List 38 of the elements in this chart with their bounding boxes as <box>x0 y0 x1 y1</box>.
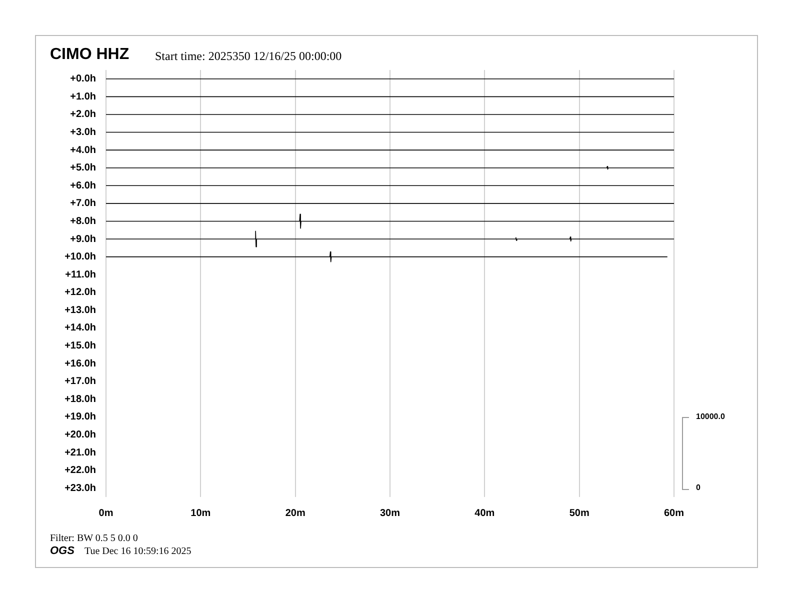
text: 0 <box>696 483 700 494</box>
x-tick-label: 0m <box>98 508 114 519</box>
y-tick-label: +23.0h <box>64 482 96 494</box>
y-tick-label: +21.0h <box>64 447 96 458</box>
x-tick-label: 30m <box>380 508 400 519</box>
x-tick-label: 60m <box>664 508 684 519</box>
text: Filter: BW 0.5 5 0.0 0 <box>50 532 139 545</box>
y-tick-label: +5.0h <box>70 162 96 174</box>
text: 10000.0 <box>696 412 725 422</box>
x-tick-label: 10m <box>190 508 211 519</box>
y-tick-label: +3.0h <box>70 127 96 138</box>
y-tick-label: +2.0h <box>70 109 96 120</box>
x-tick-label: 20m <box>285 508 306 519</box>
y-tick-label: +10.0h <box>64 252 96 263</box>
y-tick-label: +13.0h <box>64 304 96 316</box>
y-tick-label: +0.0h <box>70 74 96 85</box>
y-tick-label: +19.0h <box>64 412 96 423</box>
y-tick-label: +1.0h <box>70 91 96 102</box>
chart-title: CIMO HHZ <box>50 46 130 64</box>
y-tick-label: +18.0h <box>64 394 96 405</box>
x-tick-label: 50m <box>569 508 590 519</box>
y-tick-label: +16.0h <box>64 358 96 370</box>
text: Tue Dec 16 10:59:16 2025 <box>84 546 192 557</box>
x-tick-label: 40m <box>474 508 495 519</box>
y-tick-label: +6.0h <box>70 180 96 192</box>
y-tick-label: +7.0h <box>70 198 96 210</box>
y-tick-label: +9.0h <box>70 234 96 245</box>
y-tick-label: +20.0h <box>64 429 96 440</box>
y-tick-label: +11.0h <box>65 269 96 280</box>
y-tick-label: +8.0h <box>70 216 96 227</box>
y-tick-label: +4.0h <box>70 144 96 156</box>
y-tick-label: +17.0h <box>64 376 96 388</box>
y-tick-label: +15.0h <box>64 340 96 352</box>
y-tick-label: +14.0h <box>64 322 96 334</box>
chart-subtitle: Start time: 2025350 12/16/25 00:00:00 <box>155 49 342 64</box>
y-tick-label: +22.0h <box>64 465 96 476</box>
text: OGS <box>50 545 74 557</box>
y-tick-label: +12.0h <box>64 287 96 298</box>
